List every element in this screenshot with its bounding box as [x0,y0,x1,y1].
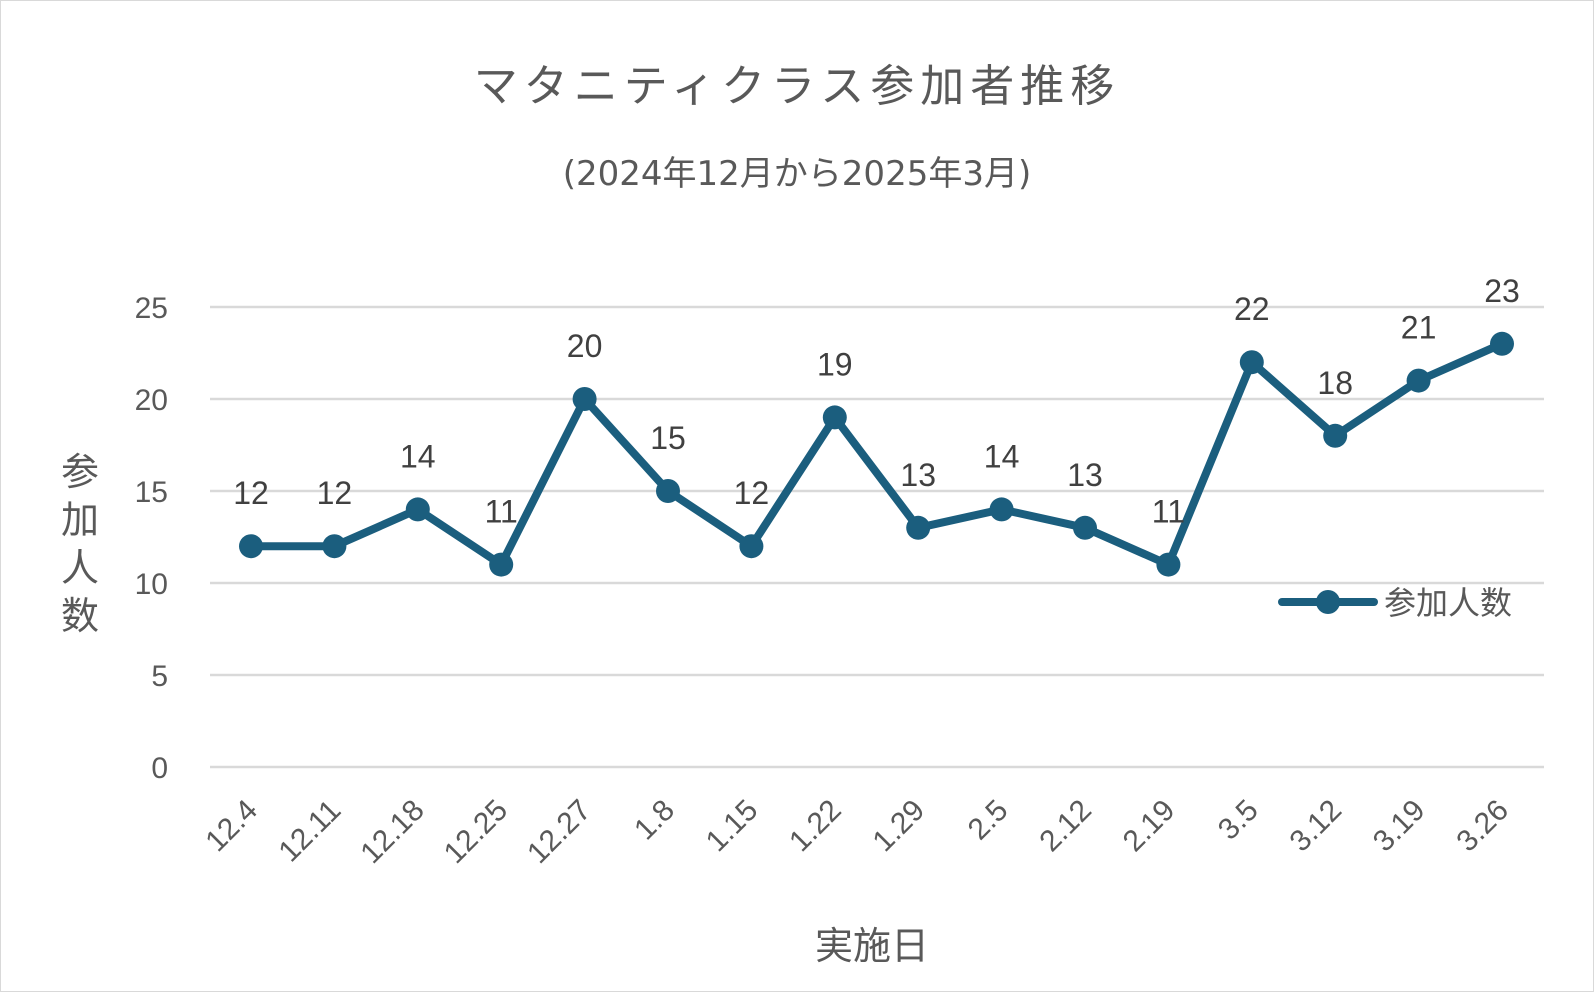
data-point [239,534,263,559]
data-point [572,387,597,411]
x-tick-label: 3.5 [1212,794,1265,847]
data-label: 12 [233,475,269,511]
data-point [656,479,680,503]
x-tick-label: 2.12 [1033,794,1098,859]
x-tick-label: 3.26 [1450,794,1515,859]
x-tick-label: 2.5 [962,794,1015,847]
legend: 参加人数 [1278,584,1512,622]
x-tick-label: 1.22 [783,794,848,859]
y-tick-label: 10 [135,568,168,601]
data-label: 15 [650,420,686,456]
y-axis-title-char: 人 [61,546,99,590]
legend-dot-marker [1316,590,1340,614]
data-point [489,552,514,577]
chart-title: マタニティクラス参加者推移 [473,61,1121,112]
x-axis-title: 実施日 [815,924,929,968]
data-point [739,534,764,559]
y-tick-label: 25 [135,292,168,325]
data-point [1156,552,1181,577]
x-tick-label: 3.12 [1284,794,1349,859]
data-label: 14 [984,438,1020,474]
x-tick-label: 1.15 [700,794,765,859]
data-label: 22 [1234,291,1270,327]
data-label: 23 [1484,273,1520,309]
data-label: 11 [485,494,518,530]
data-point [1239,350,1264,375]
x-tick-label: 12.18 [354,794,430,870]
y-tick-label: 5 [151,660,168,693]
x-tick-label: 2.19 [1117,794,1182,859]
data-label: 11 [1152,494,1185,530]
data-point [405,497,430,522]
data-point [989,497,1014,522]
data-label: 12 [317,475,353,511]
data-point [1406,368,1431,393]
y-axis-title-char: 数 [61,594,99,638]
x-axis-ticks: 12.4 12.11 12.18 12.25 12.27 1.8 1.15 1.22 1.29 2… [199,794,1515,870]
x-tick-label: 12.27 [521,794,597,870]
x-tick-label: 1.8 [628,794,681,847]
y-axis-title: 参加人数 [61,450,99,638]
data-label: 21 [1401,310,1437,346]
x-tick-label: 1.29 [867,794,932,859]
data-label: 14 [400,438,436,474]
data-point [822,405,847,430]
data-point [1490,331,1514,356]
data-point [1073,515,1097,540]
data-point [322,534,347,559]
series-layer [239,331,1514,577]
data-point [1323,423,1348,448]
y-tick-label: 15 [135,476,168,509]
y-tick-label: 0 [151,752,168,785]
x-tick-label: 3.19 [1367,794,1432,859]
x-tick-label: 12.25 [438,794,514,870]
data-label: 12 [734,475,770,511]
y-axis-title-char: 加 [61,498,99,542]
gridlines [210,305,1544,769]
x-tick-label: 12.4 [199,794,264,859]
data-label: 18 [1317,365,1353,401]
data-label: 13 [900,457,936,493]
x-tick-label: 12.11 [272,794,347,869]
data-label: 19 [817,346,853,382]
y-axis-title-char: 参 [61,450,99,494]
legend-label: 参加人数 [1384,584,1512,622]
y-tick-label: 20 [135,384,168,417]
data-point [906,515,931,540]
data-label: 13 [1067,457,1103,493]
y-axis-ticks: 0 5 10 15 20 25 [135,292,168,785]
data-label: 20 [567,328,603,364]
series-line [247,339,1506,569]
data-labels: 12 12 14 11 20 15 12 19 13 14 13 11 22 18 21 23 [233,273,1520,530]
chart-subtitle: (2024年12月から2025年3月) [562,154,1032,194]
